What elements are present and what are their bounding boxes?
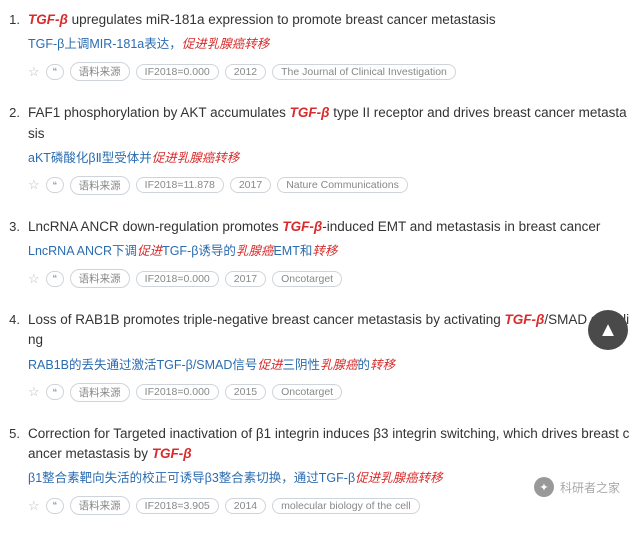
- tag-year[interactable]: 2017: [230, 177, 271, 193]
- tag-source[interactable]: 语料来源: [70, 383, 130, 402]
- highlight-term: 转移: [312, 244, 337, 258]
- title-chinese[interactable]: LncRNA ANCR下调促进TGF-β诱导的乳腺癌EMT和转移: [28, 241, 630, 261]
- tag-row: ☆ ❝ 语料来源 IF2018=3.905 2014 molecular biology …: [28, 496, 630, 515]
- item-number: 4.: [0, 310, 28, 402]
- highlight-term: 促进乳腺癌转移: [355, 471, 443, 485]
- item-number: 2.: [0, 103, 28, 195]
- quote-icon[interactable]: ❝: [46, 384, 64, 400]
- tag-year[interactable]: 2015: [225, 384, 266, 400]
- item-content: LncRNA ANCR down-regulation promotes TGF…: [28, 217, 630, 288]
- subtitle-text: EMT和: [273, 244, 312, 258]
- tag-source[interactable]: 语料来源: [70, 269, 130, 288]
- star-icon[interactable]: ☆: [28, 271, 40, 287]
- highlight-term: 促进乳腺癌转移: [182, 37, 270, 51]
- tag-source[interactable]: 语料来源: [70, 176, 130, 195]
- title-english[interactable]: LncRNA ANCR down-regulation promotes TGF…: [28, 217, 630, 237]
- highlight-term: TGF-β: [504, 312, 544, 327]
- title-text: -induced EMT and metastasis in breast ca…: [322, 219, 600, 234]
- title-english[interactable]: Loss of RAB1B promotes triple-negative b…: [28, 310, 630, 351]
- tag-year[interactable]: 2014: [225, 498, 266, 514]
- result-item: 1.TGF-β upregulates miR-181a expression …: [0, 10, 630, 81]
- subtitle-text: RAB1B的丢失通过激活TGF-β/SMAD信号: [28, 358, 257, 372]
- title-text: Correction for Targeted inactivation of …: [28, 426, 629, 461]
- highlight-term: TGF-β: [290, 105, 330, 120]
- tag-source[interactable]: 语料来源: [70, 62, 130, 81]
- tag-journal[interactable]: The Journal of Clinical Investigation: [272, 64, 456, 80]
- title-text: LncRNA ANCR down-regulation promotes: [28, 219, 282, 234]
- tag-row: ☆ ❝ 语料来源 IF2018=0.000 2012 The Journal of Cli…: [28, 62, 630, 81]
- highlight-term: 乳腺癌: [236, 244, 274, 258]
- wechat-icon: ✦: [534, 477, 554, 497]
- result-list: 1.TGF-β upregulates miR-181a expression …: [0, 10, 630, 515]
- item-number: 3.: [0, 217, 28, 288]
- highlight-term: TGF-β: [28, 12, 68, 27]
- item-content: Loss of RAB1B promotes triple-negative b…: [28, 310, 630, 402]
- tag-if[interactable]: IF2018=0.000: [136, 64, 219, 80]
- subtitle-text: β1整合素靶向失活的校正可诱导β3整合素切换，通过TGF-β: [28, 471, 355, 485]
- result-item: 4.Loss of RAB1B promotes triple-negative…: [0, 310, 630, 402]
- title-english[interactable]: FAF1 phosphorylation by AKT accumulates …: [28, 103, 630, 144]
- title-text: upregulates miR-181a expression to promo…: [68, 12, 496, 27]
- tag-row: ☆ ❝ 语料来源 IF2018=11.878 2017 Nature Communicat…: [28, 176, 630, 195]
- highlight-term: 促进: [257, 358, 282, 372]
- title-chinese[interactable]: RAB1B的丢失通过激活TGF-β/SMAD信号促进三阴性乳腺癌的转移: [28, 355, 630, 375]
- tag-if[interactable]: IF2018=0.000: [136, 271, 219, 287]
- item-content: FAF1 phosphorylation by AKT accumulates …: [28, 103, 630, 195]
- tag-row: ☆ ❝ 语料来源 IF2018=0.000 2017 Oncotarget: [28, 269, 630, 288]
- title-chinese[interactable]: aKT磷酸化βⅡ型受体并促进乳腺癌转移: [28, 148, 630, 168]
- quote-icon[interactable]: ❝: [46, 271, 64, 287]
- result-item: 3.LncRNA ANCR down-regulation promotes T…: [0, 217, 630, 288]
- tag-if[interactable]: IF2018=11.878: [136, 177, 224, 193]
- tag-journal[interactable]: Oncotarget: [272, 384, 342, 400]
- tag-journal[interactable]: Nature Communications: [277, 177, 408, 193]
- item-number: 1.: [0, 10, 28, 81]
- highlight-term: 促进: [137, 244, 162, 258]
- highlight-term: TGF-β: [152, 446, 192, 461]
- result-item: 2.FAF1 phosphorylation by AKT accumulate…: [0, 103, 630, 195]
- highlight-term: 转移: [370, 358, 395, 372]
- arrow-up-icon: ▲: [598, 319, 618, 342]
- watermark-text: 科研者之家: [560, 479, 620, 496]
- title-english[interactable]: Correction for Targeted inactivation of …: [28, 424, 630, 465]
- highlight-term: 促进乳腺癌转移: [152, 151, 240, 165]
- tag-source[interactable]: 语料来源: [70, 496, 130, 515]
- star-icon[interactable]: ☆: [28, 498, 40, 514]
- watermark: ✦ 科研者之家: [534, 477, 620, 497]
- tag-year[interactable]: 2012: [225, 64, 266, 80]
- quote-icon[interactable]: ❝: [46, 177, 64, 193]
- tag-journal[interactable]: molecular biology of the cell: [272, 498, 420, 514]
- quote-icon[interactable]: ❝: [46, 64, 64, 80]
- item-number: 5.: [0, 424, 28, 516]
- highlight-term: TGF-β: [282, 219, 322, 234]
- tag-if[interactable]: IF2018=0.000: [136, 384, 219, 400]
- subtitle-text: LncRNA ANCR下调: [28, 244, 137, 258]
- subtitle-text: TGF-β诱导的: [162, 244, 236, 258]
- item-content: TGF-β upregulates miR-181a expression to…: [28, 10, 630, 81]
- star-icon[interactable]: ☆: [28, 64, 40, 80]
- subtitle-text: 三阴性: [282, 358, 320, 372]
- title-text: FAF1 phosphorylation by AKT accumulates: [28, 105, 290, 120]
- item-content: Correction for Targeted inactivation of …: [28, 424, 630, 516]
- quote-icon[interactable]: ❝: [46, 498, 64, 514]
- star-icon[interactable]: ☆: [28, 384, 40, 400]
- title-chinese[interactable]: TGF-β上调MIR-181a表达，促进乳腺癌转移: [28, 34, 630, 54]
- subtitle-text: aKT磷酸化βⅡ型受体并: [28, 151, 152, 165]
- result-item: 5.Correction for Targeted inactivation o…: [0, 424, 630, 516]
- tag-journal[interactable]: Oncotarget: [272, 271, 342, 287]
- tag-if[interactable]: IF2018=3.905: [136, 498, 219, 514]
- subtitle-text: TGF-β上调MIR-181a表达，: [28, 37, 182, 51]
- subtitle-text: 的: [357, 358, 370, 372]
- scroll-top-button[interactable]: ▲: [588, 310, 628, 350]
- title-text: Loss of RAB1B promotes triple-negative b…: [28, 312, 504, 327]
- tag-year[interactable]: 2017: [225, 271, 266, 287]
- tag-row: ☆ ❝ 语料来源 IF2018=0.000 2015 Oncotarget: [28, 383, 630, 402]
- star-icon[interactable]: ☆: [28, 177, 40, 193]
- highlight-term: 乳腺癌: [320, 358, 358, 372]
- title-english[interactable]: TGF-β upregulates miR-181a expression to…: [28, 10, 630, 30]
